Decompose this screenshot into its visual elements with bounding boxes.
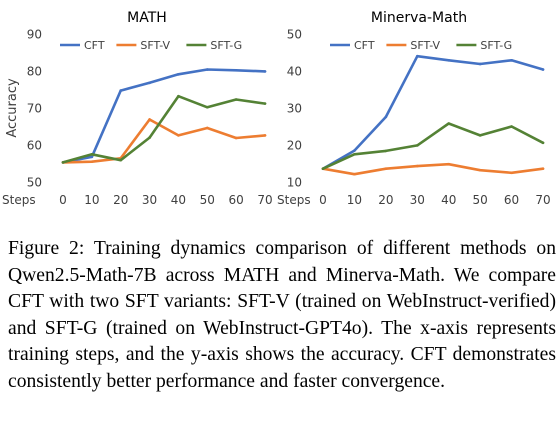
x-tick-label: 10	[347, 193, 362, 207]
data-point-sft-v	[384, 167, 388, 170]
x-tick-label: 70	[535, 193, 550, 207]
y-axis-label: Accuracy	[5, 78, 20, 138]
legend-label: CFT	[84, 39, 105, 52]
data-point-cft	[415, 54, 419, 58]
data-point-sft-v	[478, 168, 482, 172]
x-tick-label: 30	[410, 193, 425, 207]
data-point-sft-g	[384, 149, 388, 153]
x-tick-label: 60	[504, 193, 519, 207]
series-line-sft-v	[321, 162, 545, 176]
data-point-sft-g	[263, 102, 267, 105]
data-point-sft-v	[234, 136, 238, 140]
series-line-sft-g	[61, 94, 267, 164]
x-tick-label: 40	[441, 193, 456, 207]
y-tick-label: 30	[287, 102, 302, 116]
data-point-cft	[541, 68, 545, 71]
figure-charts: MATH 50 60 70 80 90 0 10 20 30 40 50 60 70 Steps Accura…	[2, 10, 551, 207]
data-point-sft-g	[447, 122, 451, 125]
data-point-sft-g	[205, 105, 209, 109]
figure-caption: Figure 2: Training dynamics comparison o…	[8, 238, 556, 392]
y-tick-label: 10	[287, 176, 302, 190]
x-tick-label: 0	[319, 193, 327, 207]
data-point-sft-v	[177, 134, 180, 137]
data-point-sft-g	[90, 152, 94, 156]
legend-label: SFT-G	[210, 39, 242, 52]
chart-panel-2: Minerva-Math 10 20 30 40 50 0 10 20 30 40 50 60 70 Ste…	[277, 10, 551, 207]
y-tick-label: 70	[27, 102, 42, 116]
data-point-sft-g	[61, 161, 65, 164]
chart-panel-1: MATH 50 60 70 80 90 0 10 20 30 40 50 60 70 Steps Accura…	[2, 10, 273, 207]
data-point-cft	[177, 73, 180, 76]
data-point-sft-v	[415, 164, 419, 168]
legend-item-cft: CFT	[60, 39, 105, 52]
series-line-sft-v	[61, 118, 267, 164]
data-point-cft	[478, 62, 482, 66]
data-point-cft	[510, 58, 513, 62]
legend-item-sft-v: SFT-V	[116, 39, 171, 52]
data-point-sft-v	[90, 160, 94, 163]
x-tick-label: 70	[257, 193, 272, 207]
series-line-cft	[321, 54, 545, 170]
series-line-sft-g	[321, 122, 545, 170]
data-point-sft-g	[177, 94, 180, 98]
data-point-cft	[205, 68, 209, 71]
data-point-cft	[234, 68, 238, 72]
y-tick-label: 50	[27, 176, 42, 190]
data-point-sft-g	[510, 125, 513, 128]
legend-item-sft-g: SFT-G	[456, 39, 512, 52]
data-point-cft	[384, 115, 388, 119]
series-line-cft	[61, 68, 267, 164]
data-point-sft-g	[321, 167, 325, 170]
x-tick-label: 10	[84, 193, 99, 207]
data-point-cft	[353, 149, 356, 152]
data-point-sft-g	[415, 144, 419, 147]
data-point-cft	[263, 70, 267, 73]
data-point-sft-g	[478, 134, 482, 137]
data-point-cft	[90, 155, 94, 159]
data-point-cft	[148, 81, 151, 85]
x-tick-label: 60	[229, 193, 244, 207]
y-tick-label: 80	[27, 65, 42, 79]
data-point-cft	[447, 58, 451, 62]
x-tick-label: 50	[473, 193, 488, 207]
legend-label: SFT-V	[410, 39, 440, 52]
data-point-sft-v	[541, 167, 545, 170]
x-tick-label: 20	[378, 193, 393, 207]
x-tick-label: 50	[200, 193, 215, 207]
legend-label: CFT	[354, 39, 375, 52]
x-tick-label: 20	[113, 193, 128, 207]
y-tick-label: 40	[287, 65, 302, 79]
data-point-sft-v	[148, 118, 151, 121]
legend-item-cft: CFT	[330, 39, 375, 52]
data-point-cft	[119, 89, 123, 92]
y-tick-label: 50	[287, 28, 302, 42]
legend-item-sft-v: SFT-V	[386, 39, 441, 52]
y-tick-label: 90	[27, 28, 42, 42]
data-point-sft-v	[510, 171, 513, 175]
y-tick-label: 20	[287, 139, 302, 153]
chart-title: Minerva-Math	[371, 10, 467, 26]
legend-label: SFT-V	[140, 39, 170, 52]
data-point-sft-g	[234, 98, 238, 101]
data-point-sft-g	[541, 141, 545, 145]
data-point-sft-v	[205, 126, 209, 130]
x-axis-label: Steps	[277, 193, 311, 207]
x-tick-label: 40	[171, 193, 186, 207]
data-point-sft-g	[353, 152, 356, 156]
data-point-sft-g	[119, 158, 123, 162]
x-axis-label: Steps	[2, 193, 36, 207]
x-tick-label: 0	[59, 193, 67, 207]
data-point-sft-v	[353, 172, 356, 176]
legend-label: SFT-G	[480, 39, 512, 52]
data-point-sft-v	[447, 162, 451, 166]
chart-title: MATH	[127, 10, 167, 26]
data-point-sft-g	[148, 136, 151, 139]
x-tick-label: 30	[142, 193, 157, 207]
y-tick-label: 60	[27, 139, 42, 153]
legend-item-sft-g: SFT-G	[186, 39, 242, 52]
data-point-sft-v	[263, 134, 267, 137]
